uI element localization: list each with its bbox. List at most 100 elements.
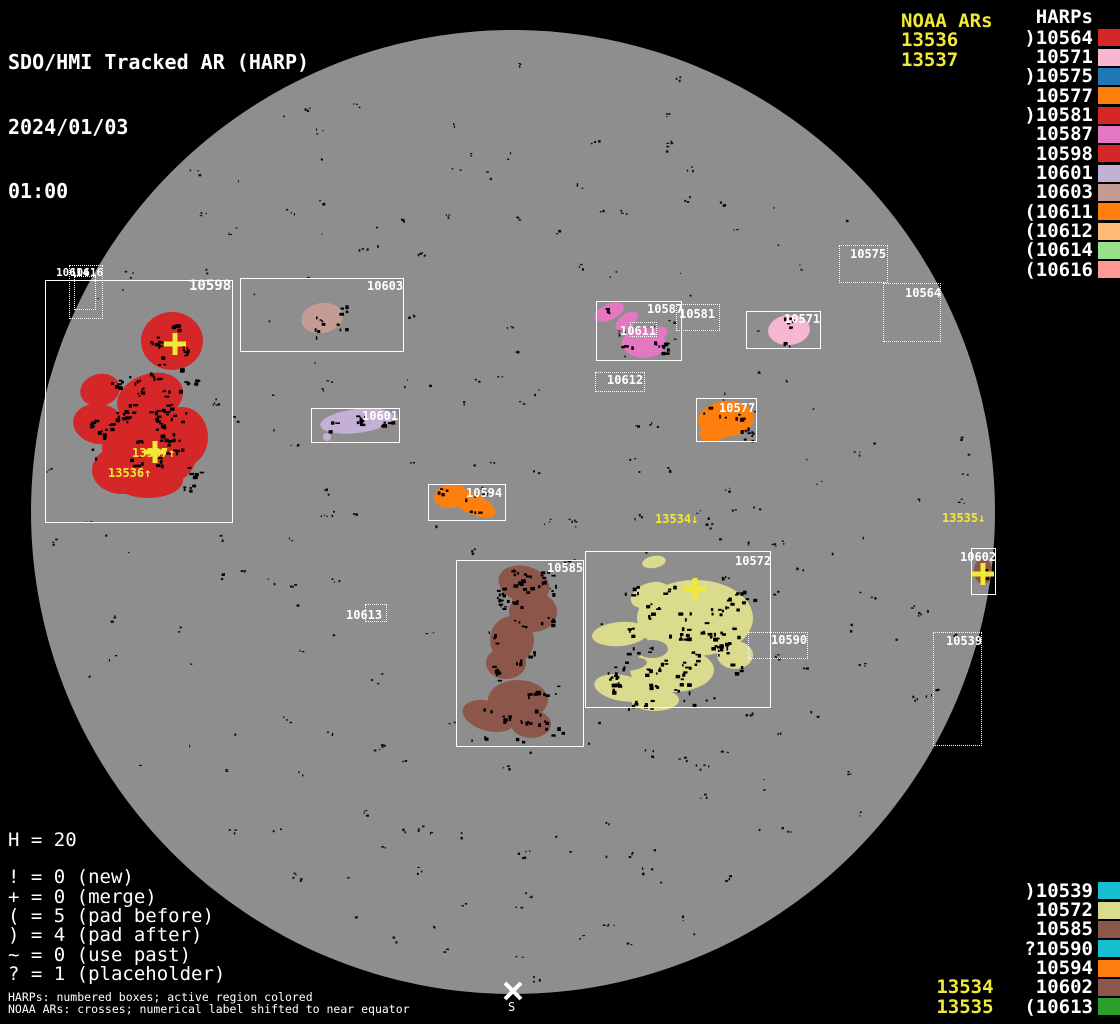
color-swatch [1098, 125, 1120, 143]
noaa-ars-list: 13536 13537 [901, 30, 993, 71]
harp-box-10564 [883, 283, 941, 342]
legend-row-10603: 10603 [1024, 181, 1120, 204]
color-swatch [1098, 29, 1120, 47]
harp-box-label-10587: 10587 [647, 302, 684, 316]
harp-number-label: 10577 [1024, 84, 1093, 107]
noaa-ars-heading: NOAA ARs [901, 10, 993, 32]
harps-legend-top: HARPs )10564 10571)10575 10577)10581 105… [1024, 6, 1120, 281]
harp-number-label: (10611 [1024, 200, 1093, 223]
noaa-ar-disk-label: 13536↑ [108, 466, 152, 480]
color-swatch [1098, 920, 1120, 938]
summary-stats: H = 20 ! = 0 (new) + = 0 (merge)( = 5 (pa… [8, 829, 225, 984]
active-region-10572 [592, 555, 758, 711]
harp-box-label-10603: 10603 [367, 279, 404, 293]
harp-box-label-10581: 10581 [679, 307, 716, 321]
harp-box-label-10577: 10577 [719, 401, 756, 415]
quiet-sun-speckles [46, 63, 971, 983]
harp-box-10572 [585, 551, 771, 708]
footnote-1: NOAA ARs: crosses; numerical label shift… [8, 1002, 410, 1017]
harp-box-10571 [746, 311, 821, 349]
active-region-10585 [462, 565, 565, 744]
harp-box-10575 [839, 245, 888, 283]
harp-number-label: (10614 [1024, 239, 1093, 262]
harp-box-label-10571: 10571 [784, 312, 821, 326]
noaa-ar-cross-13537 [164, 333, 186, 355]
flag-count-lines: ! = 0 (new) + = 0 (merge)( = 5 (pad befor… [8, 866, 225, 984]
harp-number-label: )10564 [1024, 26, 1093, 49]
solar-disk [31, 30, 995, 994]
harp-number-label: (10613 [1024, 995, 1093, 1018]
harp-box-10602 [971, 548, 996, 595]
color-swatch [1098, 901, 1120, 919]
date-label: 2024/01/03 [8, 114, 129, 139]
harp-number-label: (10612 [1024, 220, 1093, 243]
legend-row-10598: 10598 [1024, 143, 1120, 165]
legend-row-)10581: )10581 [1024, 104, 1120, 126]
color-swatch [1098, 87, 1120, 105]
harp-box-10587 [596, 301, 682, 361]
harp-number-label: 10602 [1024, 976, 1093, 999]
color-swatch [1098, 183, 1120, 201]
color-swatch [1098, 978, 1120, 996]
harp-number-label: (10616 [1024, 258, 1093, 281]
flag-count-line-0: ! = 0 (new) [8, 866, 134, 889]
noaa-ar-number: 13535 [936, 995, 994, 1018]
harp-number-label: 10571 [1024, 46, 1093, 69]
color-swatch [1098, 106, 1120, 124]
legend-row-10602: 13534 10602 [936, 976, 1120, 999]
title-block: SDO/HMI Tracked AR (HARP) 2024/01/03 01:… [8, 9, 309, 246]
harp-count-line: H = 20 [8, 829, 77, 851]
footnotes: HARPs: numbered boxes; active region col… [8, 991, 410, 1016]
noaa-ar-number: 13534 [936, 976, 994, 999]
color-swatch [1098, 164, 1120, 182]
color-swatch [1098, 145, 1120, 163]
color-swatch [1098, 203, 1120, 221]
harp-box-label-10590: 10590 [771, 633, 808, 647]
harp-box-10585 [456, 560, 584, 747]
harp-number-label: 10603 [1024, 181, 1093, 204]
active-region-10577 [698, 400, 755, 443]
noaa-ar-cross-13536 [144, 441, 166, 463]
harp-box-label-10594: 10594 [466, 486, 503, 500]
harp-box-10611 [630, 322, 657, 337]
harps-legend-top-rows: )10564 10571)10575 10577)10581 10587 105… [1024, 26, 1120, 281]
noaa-ar-disk-label: 13535↓ [942, 511, 986, 525]
noaa-ar-cross-13535 [972, 563, 994, 585]
active-region-10571 [768, 314, 810, 347]
legend-row-(10611: (10611 [1024, 200, 1120, 223]
harp-box-label-10602: 10602 [960, 550, 997, 564]
legend-row-(10614: (10614 [1024, 239, 1120, 262]
legend-row-(10613: 13535 (10613 [936, 995, 1120, 1018]
harp-box-10577 [696, 398, 757, 442]
harps-legend-bottom-rows: )10539 10572 10585 ?10590 10594 13534 1060… [936, 880, 1120, 1018]
harp-number-label: 10601 [1024, 162, 1093, 185]
legend-row-10572: 10572 [936, 899, 1120, 921]
harp-box-label-10613: 10613 [346, 608, 383, 622]
harp-box-10598 [45, 280, 233, 523]
harp-box-10590 [748, 632, 808, 659]
flag-count-line-4: ~ = 0 (use past) [8, 943, 192, 966]
legend-row-10571: 10571 [1024, 46, 1120, 69]
harp-box-label-10616: 10616 [70, 266, 104, 279]
noaa-ar-disk-label: 13534↓ [655, 512, 699, 526]
harps-legend-bottom: )10539 10572 10585 ?10590 10594 13534 1060… [936, 880, 1120, 1018]
south-pole-label: S [508, 1000, 516, 1014]
active-region-10594 [434, 483, 496, 518]
color-swatch [1098, 48, 1120, 66]
harp-number-label: 10585 [1024, 918, 1093, 941]
harp-number-label: )10575 [1024, 65, 1093, 88]
legend-row-(10612: (10612 [1024, 220, 1120, 243]
time-label: 01:00 [8, 179, 69, 203]
noaa-ars-legend-top: NOAA ARs 13536 13537 [901, 10, 993, 71]
active-region-10598 [73, 312, 208, 498]
color-swatch [1098, 261, 1120, 279]
color-swatch [1098, 882, 1120, 900]
color-swatch [1098, 959, 1120, 977]
noaa-ar-number-1: 13537 [901, 48, 959, 71]
legend-row-)10539: )10539 [936, 880, 1120, 902]
active-region-10603 [301, 302, 349, 340]
harp-box-label-10539: 10539 [946, 634, 983, 648]
harp-box-label-10598: 10598 [189, 278, 232, 294]
